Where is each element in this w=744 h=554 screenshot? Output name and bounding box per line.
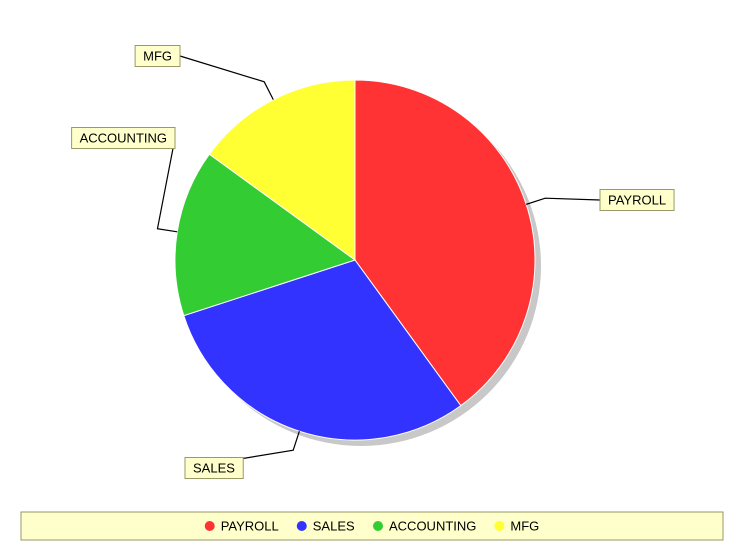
legend-label-1: SALES (313, 519, 355, 534)
legend-label-2: ACCOUNTING (389, 519, 476, 534)
callout-label-mfg: MFG (143, 49, 172, 64)
pie-chart-svg: PAYROLL SALES ACCOUNTING MFG PAYROLL SALES ACC… (0, 0, 744, 554)
legend-marker-2 (373, 521, 383, 531)
callout-label-payroll: PAYROLL (608, 193, 666, 208)
legend-marker-0 (205, 521, 215, 531)
legend-marker-3 (494, 521, 504, 531)
legend-marker-1 (297, 521, 307, 531)
legend-label-3: MFG (510, 519, 539, 534)
callout-label-sales: SALES (193, 461, 235, 476)
legend-label-0: PAYROLL (221, 519, 279, 534)
pie-chart-container: PAYROLL SALES ACCOUNTING MFG PAYROLL SALES ACC… (0, 0, 744, 554)
legend-box (21, 512, 723, 540)
callout-label-accounting: ACCOUNTING (80, 131, 167, 146)
